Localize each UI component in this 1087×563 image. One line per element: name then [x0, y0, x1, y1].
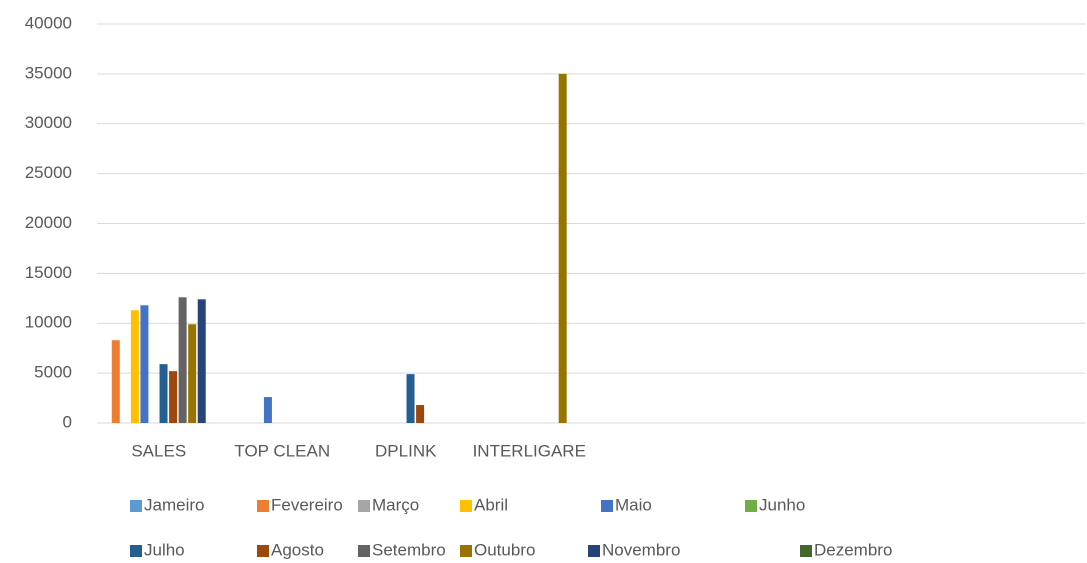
legend-label: Maio: [615, 495, 652, 514]
legend-label: Agosto: [271, 540, 324, 559]
legend-label: Dezembro: [814, 540, 892, 559]
legend-swatch: [745, 500, 757, 512]
y-tick-label: 15000: [25, 263, 72, 282]
x-tick-label: TOP CLEAN: [234, 441, 330, 460]
legend-swatch: [460, 500, 472, 512]
y-tick-label: 25000: [25, 163, 72, 182]
y-tick-label: 5000: [34, 363, 72, 382]
legend-swatch: [460, 545, 472, 557]
y-tick-label: 30000: [25, 113, 72, 132]
legend-label: Março: [372, 495, 419, 514]
y-tick-label: 20000: [25, 213, 72, 232]
legend-swatch: [257, 500, 269, 512]
legend-label: Junho: [759, 495, 805, 514]
legend-swatch: [588, 545, 600, 557]
legend-swatch: [800, 545, 812, 557]
bar: [188, 324, 197, 423]
bar: [263, 397, 272, 423]
bar: [406, 374, 415, 423]
legend-label: Novembro: [602, 540, 680, 559]
bar: [416, 405, 425, 423]
bar: [111, 340, 120, 423]
x-tick-label: SALES: [131, 441, 186, 460]
legend-swatch: [257, 545, 269, 557]
bar: [130, 310, 139, 423]
bar: [159, 364, 168, 423]
legend-swatch: [358, 500, 370, 512]
legend-swatch: [130, 500, 142, 512]
bar: [140, 305, 149, 423]
x-tick-label: INTERLIGARE: [473, 441, 586, 460]
legend-label: Abril: [474, 495, 508, 514]
bar: [169, 371, 178, 423]
bar: [197, 299, 206, 423]
legend-swatch: [601, 500, 613, 512]
legend-label: Fevereiro: [271, 495, 343, 514]
legend-label: Setembro: [372, 540, 446, 559]
legend-swatch: [358, 545, 370, 557]
x-tick-label: DPLINK: [375, 441, 437, 460]
bar: [558, 73, 567, 423]
y-tick-label: 35000: [25, 63, 72, 82]
legend-label: Jameiro: [144, 495, 204, 514]
legend-label: Outubro: [474, 540, 535, 559]
bar: [178, 297, 187, 423]
y-tick-label: 0: [63, 412, 72, 431]
legend-swatch: [130, 545, 142, 557]
y-tick-label: 10000: [25, 313, 72, 332]
y-tick-label: 40000: [25, 13, 72, 32]
legend-label: Julho: [144, 540, 185, 559]
